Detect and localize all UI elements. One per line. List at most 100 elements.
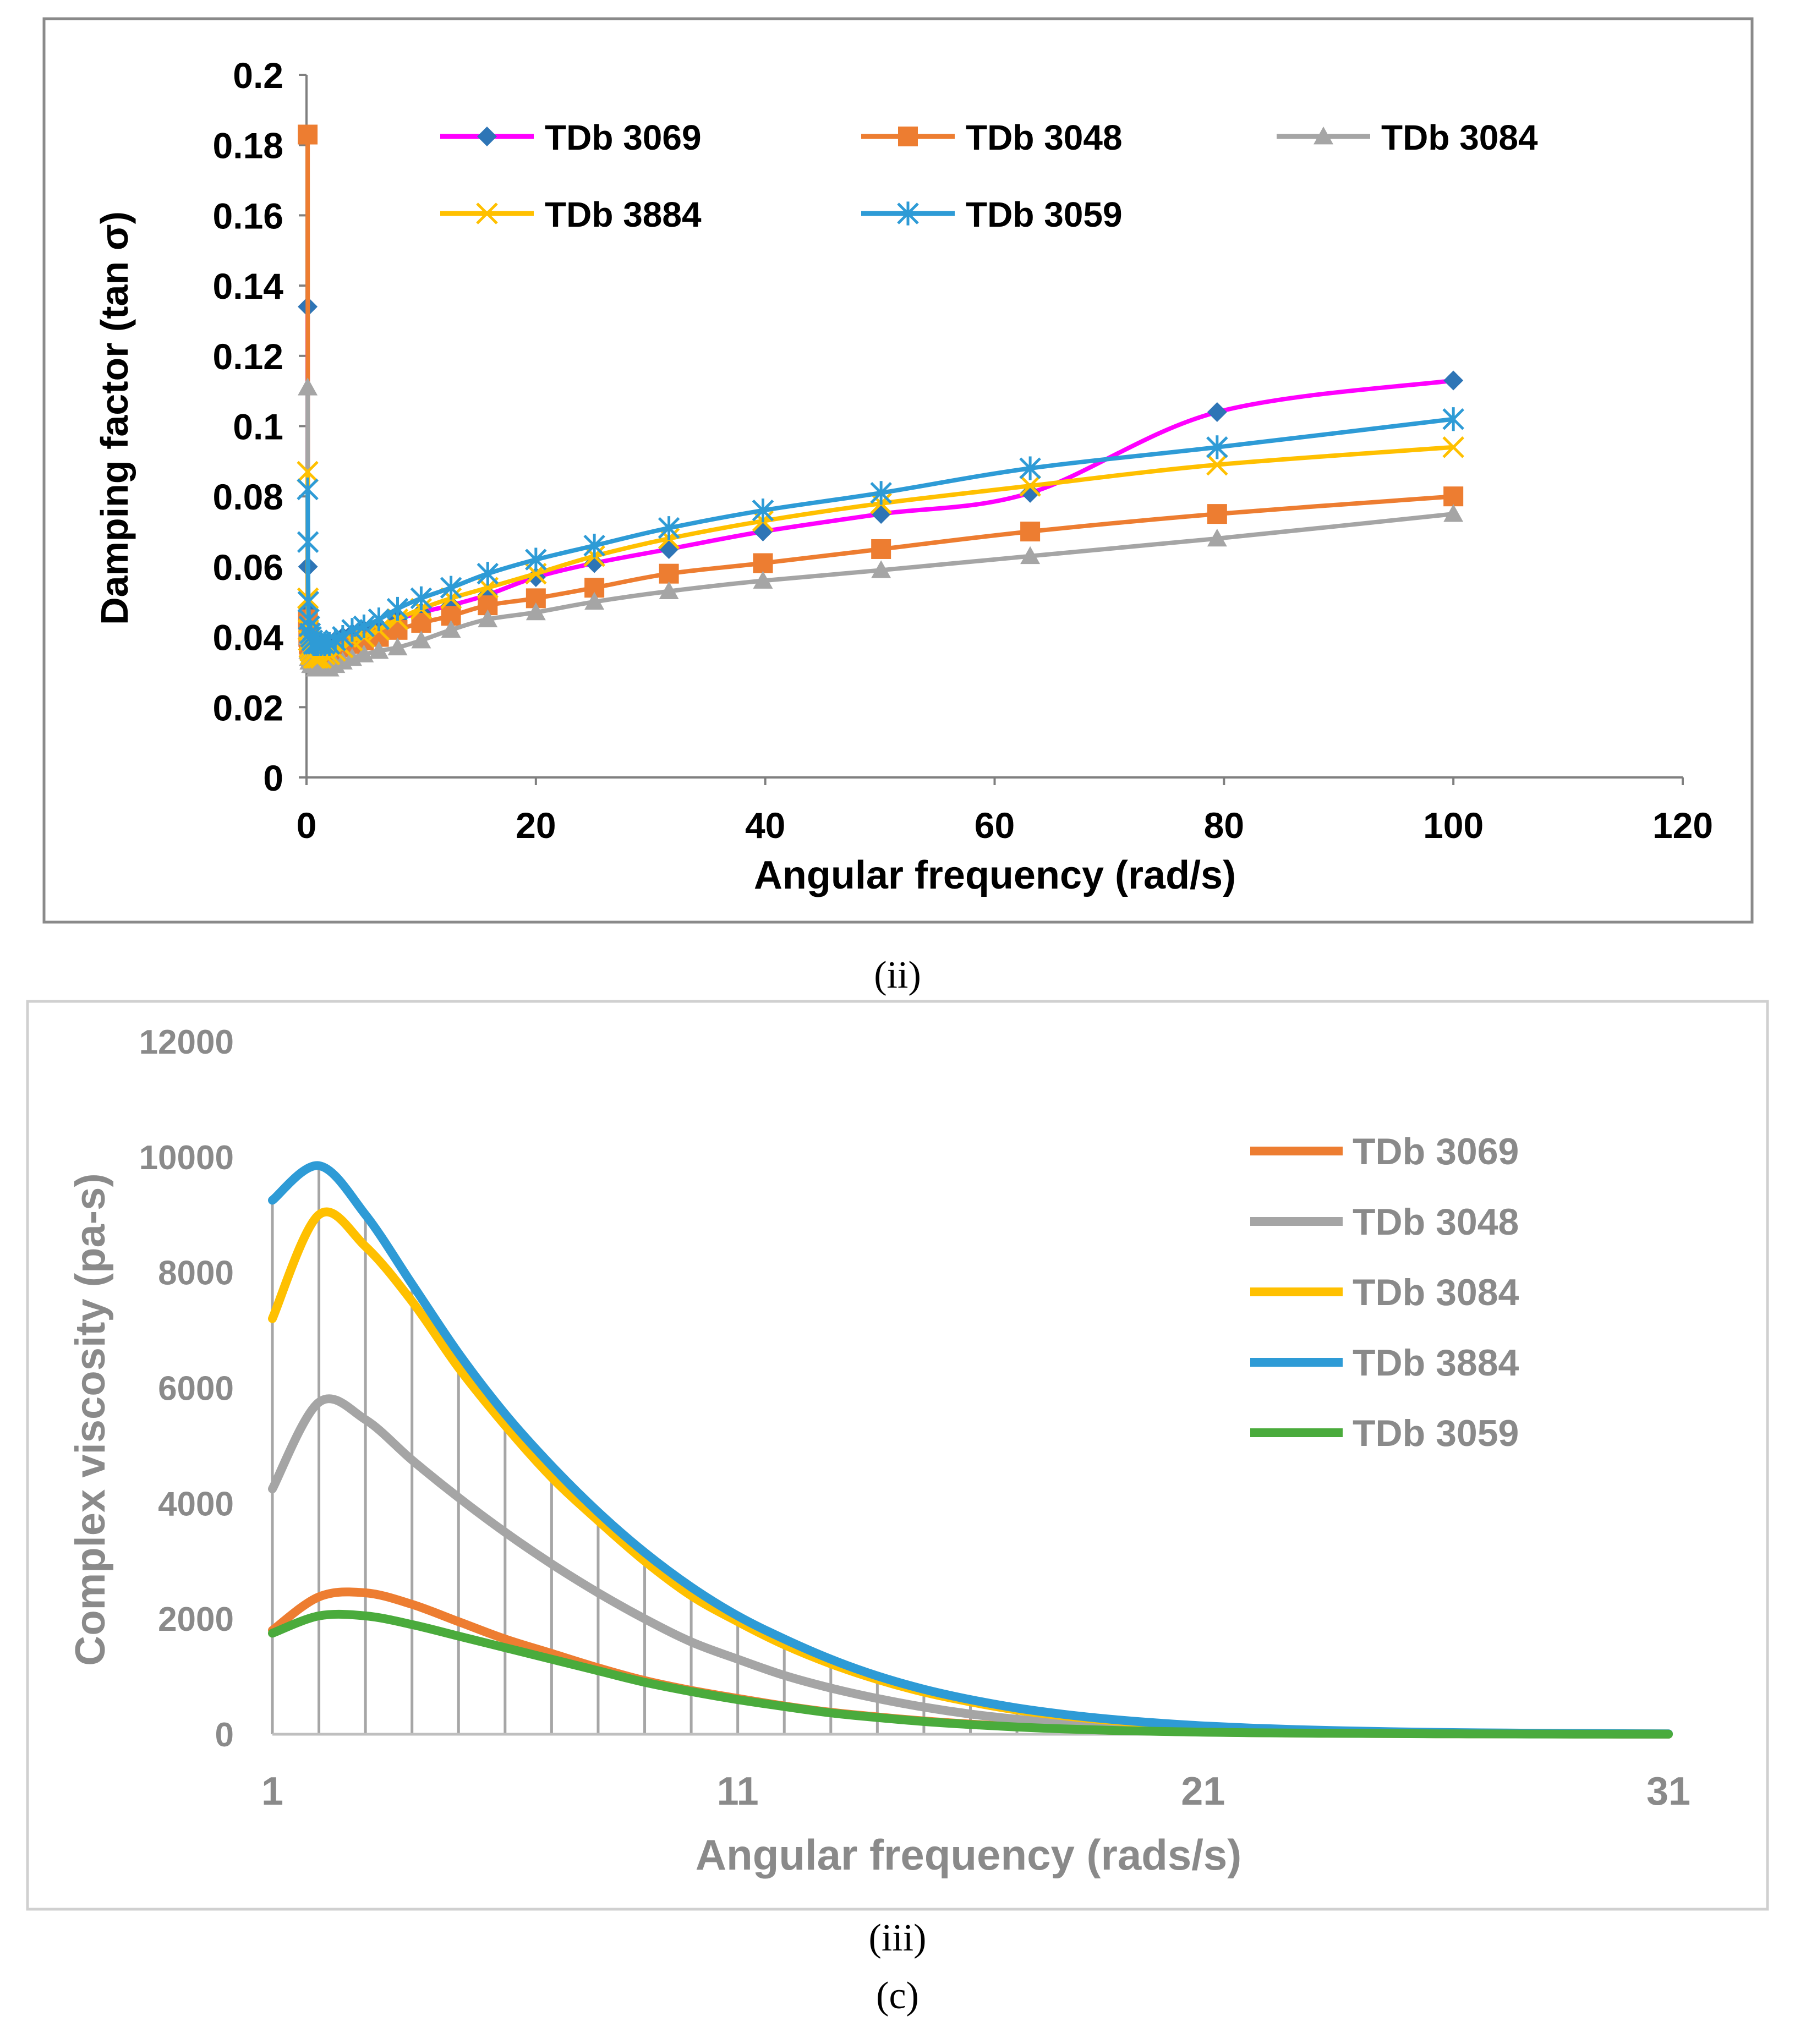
chart1-series-tdb-3059 [297,407,1464,656]
chart1-y-tick-label: 0.06 [213,547,283,588]
chart1-legend-item-tdb-3884: TDb 3884 [440,195,702,234]
chart2-y-tick-label: 4000 [158,1485,234,1523]
chart1-legend-marker [898,127,918,146]
chart1-point-tdb-3059 [1019,456,1041,480]
chart1-legend-item-tdb-3048: TDb 3048 [861,118,1123,157]
chart1-x-tick-label: 40 [745,805,785,846]
chart2-y-axis-title: Complex viscosity (pa-s) [67,1173,114,1665]
chart1-point-tdb-3059 [477,562,499,586]
chart1-legend-marker [897,201,919,226]
chart1-point-tdb-3059 [386,596,409,621]
chart1-y-tick-label: 0.2 [233,55,283,96]
chart1-point-tdb-3069 [1443,370,1464,391]
chart1-y-tick-label: 0 [263,758,283,798]
chart1-point-tdb-3084 [659,581,679,599]
chart1-legend-item-tdb-3059: TDb 3059 [861,195,1123,234]
chart1-point-tdb-3059 [870,481,892,505]
chart1-point-tdb-3884 [1442,436,1464,458]
chart2-x-axis-title: Angular frequency (rads/s) [696,1831,1242,1879]
caption-figure: (c) [876,1975,919,2017]
chart1-point-tdb-3084 [871,560,891,578]
chart1-legend-label: TDb 3048 [966,118,1123,157]
chart1-point-tdb-3048 [1207,504,1227,524]
chart1-point-tdb-3059 [341,618,363,642]
chart2-x-tick-labels: 1 11 21 31 [261,1769,1690,1813]
chart2-series [268,1161,1673,1739]
chart2-legend-item-tdb-3069: TDb 3069 [1250,1131,1519,1172]
chart1-point-tdb-3084 [298,377,318,396]
chart1-y-tick-labels: 0 0.02 0.04 0.06 0.08 0.1 0.12 0.14 0.16 0.18 0.2 [213,55,284,798]
chart1-x-tick-label: 100 [1423,805,1484,846]
chart1-legend-label: TDb 3884 [545,195,702,234]
chart1-point-tdb-3059 [1206,435,1228,459]
chart1-x-tick-label: 60 [975,805,1015,846]
chart2-legend-item-tdb-3048: TDb 3048 [1250,1201,1519,1243]
chart1-x-tick-label: 120 [1652,805,1713,846]
chart1-legend-label: TDb 3059 [966,195,1123,234]
chart1-x-tick-label: 20 [516,805,556,846]
chart2-y-tick-label: 2000 [158,1601,234,1639]
chart1-point-tdb-3059 [658,516,680,540]
chart2-y-tick-label: 12000 [139,1023,234,1061]
chart1-x-tick-label: 80 [1204,805,1244,846]
chart2-x-tick-label: 11 [717,1769,759,1813]
caption-panel-ii: (ii) [874,954,921,996]
chart1-legend-marker [1314,127,1333,145]
chart1-point-tdb-3084 [411,630,431,649]
chart2-y-tick-label: 0 [215,1716,234,1754]
chart2-legend-label: TDb 3059 [1353,1412,1519,1454]
chart1-point-tdb-3059 [752,498,774,523]
chart1-legend-label: TDb 3069 [545,118,702,157]
chart1-point-tdb-3048 [871,539,891,559]
chart1-point-tdb-3084 [354,644,374,662]
chart1-y-tick-label: 0.08 [213,476,283,517]
chart2-x-tick-label: 21 [1181,1769,1225,1813]
chart1-point-tdb-3059 [368,607,390,632]
chart1-y-tick-label: 0.18 [213,125,283,166]
chart1-point-tdb-3048 [298,124,318,145]
chart1-legend-item-tdb-3069: TDb 3069 [440,118,702,157]
chart1-legend: TDb 3069 TDb 3048 TDb 3084 TDb 3884 TDb 3059 [440,118,1538,234]
chart2-legend: TDb 3069 TDb 3048 TDb 3084 TDb 3884 TDb 3059 [1250,1131,1519,1454]
chart2-axes [271,1165,1670,1736]
chart2-legend-item-tdb-3884: TDb 3884 [1250,1342,1519,1384]
chart1-point-tdb-3059 [297,530,319,554]
chart1-y-tick-label: 0.12 [213,336,283,377]
chart1-legend-item-tdb-3084: TDb 3084 [1277,118,1538,157]
chart1-point-tdb-3084 [369,641,389,659]
chart1-point-tdb-3084 [387,637,408,656]
chart1-point-tdb-3059 [525,547,547,572]
chart1-point-tdb-3084 [1207,528,1227,547]
chart1-series [297,124,1464,677]
chart1-x-tick-label: 0 [297,805,317,846]
chart2-legend-label: TDb 3048 [1353,1201,1519,1243]
chart2-frame [26,1000,1769,1911]
damping-factor-chart: 00.020.040.060.080.10.120.140.160.180.2 … [42,17,1754,924]
caption-panel-iii: (iii) [869,1917,927,1959]
chart1-point-tdb-3084 [1020,546,1041,565]
chart1-y-tick-label: 0.14 [213,266,284,306]
chart1-frame [42,17,1754,924]
chart1-y-tick-label: 0.1 [233,407,283,447]
chart2-legend-label: TDb 3084 [1353,1272,1519,1313]
chart2-legend-item-tdb-3059: TDb 3059 [1250,1412,1519,1454]
chart1-legend-marker [476,202,498,224]
chart1-y-tick-label: 0.02 [213,687,283,728]
chart1-point-tdb-3059 [410,586,433,610]
chart2-legend-item-tdb-3084: TDb 3084 [1250,1272,1519,1313]
chart1-point-tdb-3048 [1020,522,1041,542]
chart1-point-tdb-3884 [1019,475,1041,497]
chart1-point-tdb-3084 [1443,504,1464,522]
chart1-y-tick-label: 0.04 [213,617,284,658]
chart1-point-tdb-3084 [584,591,605,610]
chart1-point-tdb-3059 [1442,407,1464,431]
chart1-point-tdb-3059 [353,614,375,639]
chart1-legend-label: TDb 3084 [1381,118,1538,157]
chart1-y-axis-title: Damping factor (tan σ) [93,211,136,625]
chart1-point-tdb-3069 [1207,402,1227,422]
chart1-x-tick-labels: 0 20 40 60 80 100 120 [297,805,1713,846]
chart2-y-tick-label: 8000 [158,1254,234,1292]
chart1-point-tdb-3884 [1206,453,1228,476]
